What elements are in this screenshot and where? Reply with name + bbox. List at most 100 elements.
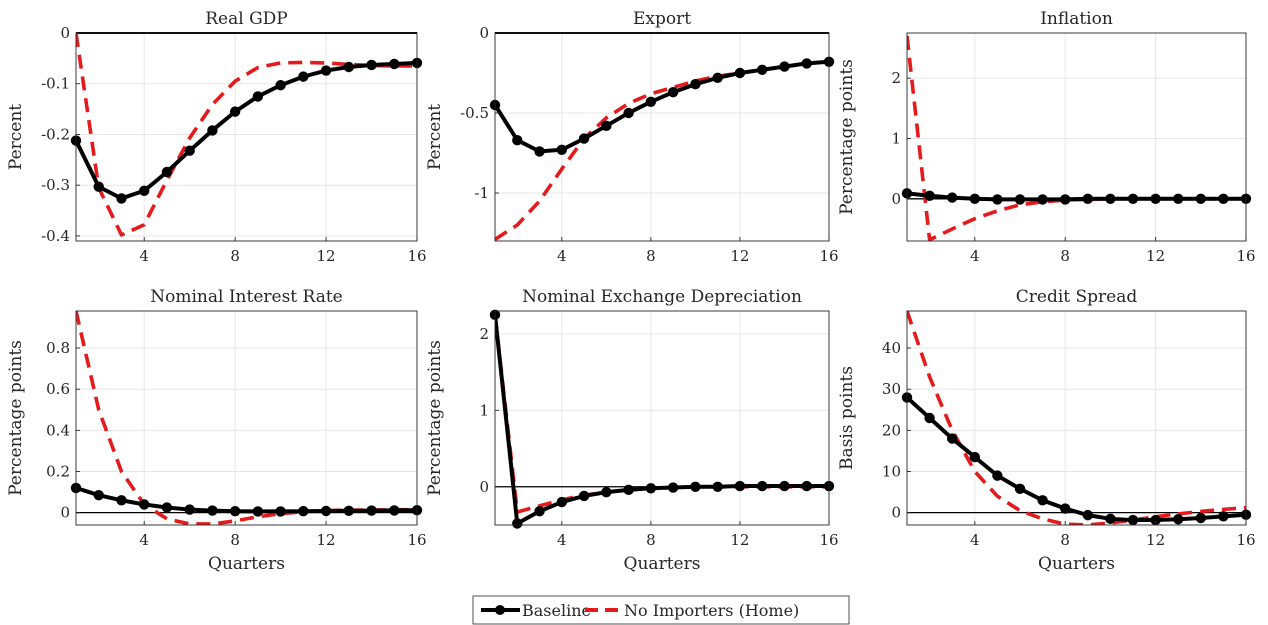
- y-tick-label: 20: [882, 421, 901, 439]
- legend-no-importers-label: No Importers (Home): [624, 601, 799, 620]
- y-tick-label: 0: [60, 504, 70, 522]
- data-point-baseline: [229, 506, 241, 517]
- series-line-baseline: [76, 486, 417, 514]
- data-point-baseline: [389, 505, 400, 516]
- y-tick-label: 0.8: [46, 339, 70, 357]
- data-point-baseline: [1060, 194, 1071, 205]
- y-tick-label: -1: [474, 184, 489, 202]
- x-tick-label: 8: [1060, 247, 1070, 265]
- data-point-baseline: [924, 412, 935, 424]
- data-point-baseline: [645, 483, 657, 494]
- data-point-baseline: [275, 80, 286, 91]
- legend-box: [472, 595, 850, 625]
- x-tick-label: 4: [557, 531, 567, 549]
- data-point-baseline: [161, 502, 173, 513]
- y-tick-label: 2: [891, 69, 901, 87]
- data-point-baseline: [252, 506, 264, 517]
- y-tick-label: 0.2: [46, 463, 70, 481]
- data-point-baseline: [343, 505, 354, 516]
- data-point-baseline: [645, 96, 657, 108]
- data-point-baseline: [1218, 511, 1229, 522]
- x-axis-label: Quarters: [624, 554, 701, 574]
- y-tick-label: 0: [479, 24, 489, 42]
- series-line-baseline: [495, 59, 829, 154]
- x-tick-label: 16: [819, 531, 838, 549]
- x-tick-label: 4: [139, 247, 149, 265]
- y-tick-label: -0.4: [41, 227, 70, 245]
- data-point-baseline: [1173, 193, 1184, 204]
- data-point-baseline: [366, 59, 377, 71]
- data-point-baseline: [992, 470, 1003, 481]
- y-tick-label: 0.4: [46, 421, 70, 439]
- y-tick-label: 0.6: [46, 380, 70, 398]
- series-group: [495, 314, 829, 525]
- data-point-baseline: [578, 133, 590, 144]
- y-axis-label: Percentage points: [425, 340, 445, 496]
- data-point-baseline: [389, 58, 400, 70]
- legend-baseline-label: Baseline: [522, 601, 591, 620]
- y-axis-label: Percent: [6, 104, 26, 170]
- data-point-baseline: [534, 506, 545, 517]
- x-tick-label: 16: [819, 247, 838, 265]
- data-point-baseline: [1105, 193, 1116, 204]
- data-point-baseline: [512, 135, 523, 146]
- data-point-baseline: [712, 72, 723, 84]
- data-point-baseline: [116, 193, 127, 204]
- data-point-baseline: [1150, 193, 1161, 204]
- series-group: [495, 59, 829, 241]
- series-line-baseline: [907, 191, 1246, 202]
- x-axis-label: Quarters: [1038, 554, 1115, 574]
- axes-box: [494, 32, 830, 242]
- panel-2: 4 8 12 16 -1 -0.5 0 Export Percent: [425, 9, 839, 265]
- y-tick-label: 0: [891, 190, 901, 208]
- series-group: [76, 33, 417, 237]
- plot-area: [495, 311, 829, 525]
- y-tick-label: 10: [882, 463, 901, 481]
- data-point-baseline: [757, 64, 768, 76]
- data-point-baseline: [139, 499, 150, 510]
- x-tick-label: 16: [1236, 247, 1255, 265]
- data-point-baseline: [534, 146, 545, 157]
- axes-box: [494, 310, 830, 526]
- x-tick-label: 16: [407, 247, 426, 265]
- data-point-baseline: [690, 79, 701, 90]
- axes-box: [906, 310, 1247, 526]
- data-point-baseline: [139, 185, 150, 196]
- y-axis-label: Basis points: [837, 366, 857, 470]
- panel-title: Nominal Interest Rate: [150, 287, 343, 307]
- plot-area: [907, 33, 1246, 241]
- data-point-baseline: [252, 91, 264, 102]
- panel-title: Inflation: [1040, 9, 1113, 29]
- data-point-baseline: [1173, 514, 1184, 525]
- data-point-baseline: [184, 504, 195, 515]
- x-tick-label: 8: [230, 531, 240, 549]
- data-point-baseline: [1037, 495, 1048, 506]
- data-point-baseline: [298, 71, 309, 82]
- data-point-baseline: [207, 125, 218, 136]
- y-axis-label: Percentage points: [6, 340, 26, 496]
- data-point-baseline: [969, 193, 980, 204]
- data-point-baseline: [947, 192, 958, 203]
- y-axis-label: Percentage points: [837, 59, 857, 215]
- data-point-baseline: [320, 505, 332, 517]
- panel-6: 4 8 12 16 0 10 20 30 40 Credit Spread Basis points…: [837, 287, 1256, 574]
- series-line-baseline: [907, 395, 1246, 523]
- data-point-baseline: [1195, 512, 1207, 524]
- data-point-baseline: [1218, 193, 1229, 204]
- series-line-baseline: [495, 314, 829, 525]
- data-point-baseline: [298, 506, 309, 517]
- x-tick-label: 12: [730, 531, 749, 549]
- data-point-baseline: [1105, 513, 1116, 525]
- series-line-baseline: [76, 60, 417, 201]
- data-point-baseline: [1082, 193, 1094, 204]
- y-tick-label: -0.5: [460, 104, 489, 122]
- data-point-baseline: [734, 480, 746, 492]
- y-tick-label: 2: [479, 325, 489, 343]
- data-point-baseline: [1060, 503, 1071, 514]
- x-tick-label: 16: [407, 531, 426, 549]
- data-point-baseline: [779, 61, 790, 72]
- data-point-baseline: [366, 505, 377, 516]
- data-point-baseline: [116, 495, 127, 506]
